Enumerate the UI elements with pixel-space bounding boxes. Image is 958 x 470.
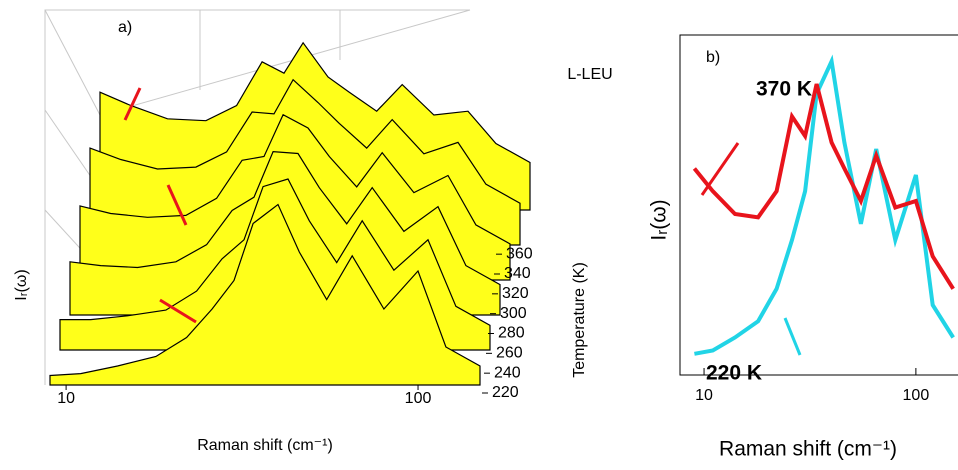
panel-a-plot: 10 100 220 240 260 280 300 320 340 360 — [49, 41, 533, 407]
x-axis-label: Raman shift (cm⁻¹) — [197, 437, 333, 454]
spectrum-line — [692, 83, 955, 290]
wall-grid — [99, 9, 471, 116]
panel-b-plot: 10 100 — [692, 54, 955, 404]
spectrum — [49, 203, 481, 386]
x-tick-label: 10 — [695, 387, 713, 404]
z-tick-label: 280 — [498, 325, 525, 342]
arrow — [700, 142, 740, 196]
spectrum-line — [694, 54, 955, 356]
arrows — [123, 87, 740, 324]
z-axis-label: Temperature (K) — [571, 262, 588, 378]
arrow — [123, 87, 142, 121]
arrow — [159, 298, 197, 324]
z-tick-label: 360 — [506, 245, 533, 262]
z-tick-label: 300 — [500, 305, 527, 322]
panel-label: a) — [118, 19, 132, 36]
x-axis-label: Raman shift (cm⁻¹) — [719, 438, 897, 461]
arrow — [783, 317, 802, 356]
z-tick-label: 220 — [492, 384, 519, 401]
z-tick-label: 240 — [494, 364, 521, 381]
wall-edge — [44, 9, 101, 116]
y-axis-label: Iᵣ(ω) — [648, 199, 671, 240]
series-label: 220 K — [706, 362, 762, 385]
panel-a-box — [44, 9, 471, 385]
z-tick-label: 320 — [502, 285, 529, 302]
series-label: 370 K — [756, 78, 812, 101]
x-tick-label: 100 — [405, 390, 432, 407]
x-tick-label: 10 — [57, 390, 75, 407]
panel-b-frame — [679, 34, 958, 376]
y-axis-label: Iᵣ(ω) — [13, 269, 30, 300]
z-tick-label: 260 — [496, 345, 523, 362]
arrow — [166, 184, 188, 226]
x-tick-label: 100 — [903, 387, 930, 404]
z-tick-label: 340 — [504, 265, 531, 282]
panel-label: b) — [706, 49, 720, 66]
annotation: L-LEU — [567, 66, 612, 83]
